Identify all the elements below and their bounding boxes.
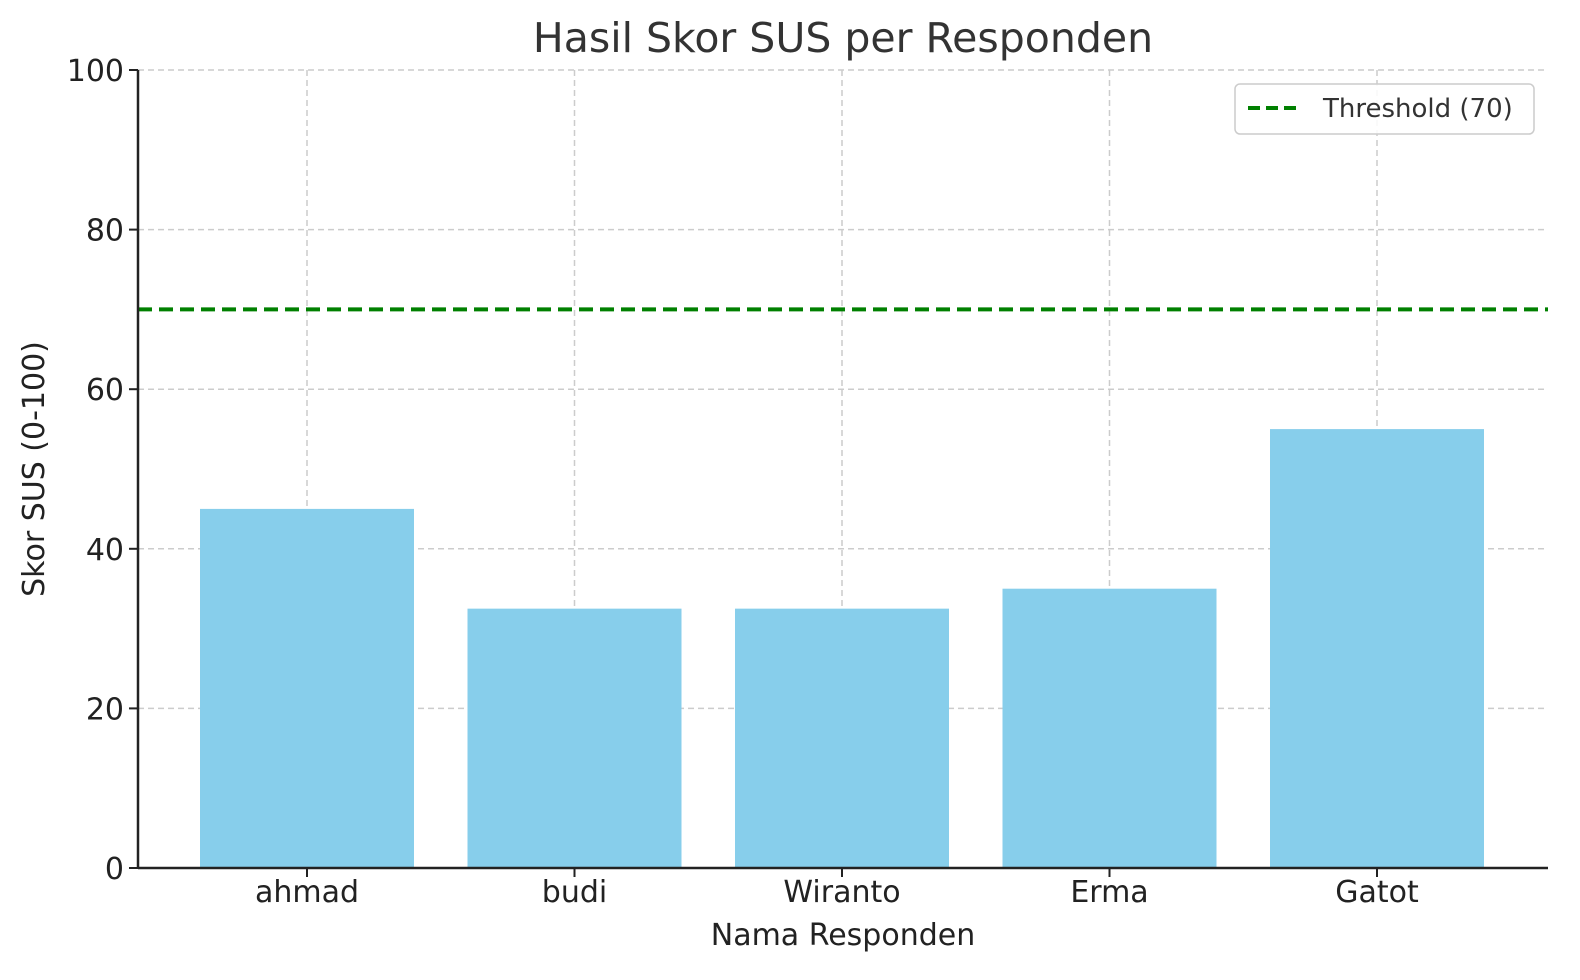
y-axis-label: Skor SUS (0-100): [17, 341, 52, 597]
y-tick-label: 0: [105, 852, 124, 887]
x-tick-label: Erma: [1070, 875, 1148, 910]
y-tick-label: 80: [86, 214, 124, 249]
legend-box: [1234, 83, 1535, 135]
bar: [735, 608, 949, 868]
x-tick-label: Wiranto: [783, 875, 900, 910]
bar-layer: [200, 429, 1484, 868]
y-tick-label: 100: [67, 54, 124, 89]
legend: Threshold (70): [1234, 83, 1535, 135]
chart-title: Hasil Skor SUS per Responden: [533, 14, 1153, 62]
x-tick-layer: ahmad budi Wiranto Erma Gatot: [255, 868, 1419, 910]
y-tick-layer: 0 20 40 60 80 100: [67, 54, 138, 887]
x-axis-label: Nama Responden: [711, 918, 975, 953]
bar: [1270, 429, 1484, 868]
y-tick-label: 20: [86, 692, 124, 727]
bar: [1002, 588, 1217, 868]
y-tick-label: 40: [86, 533, 124, 568]
bar: [467, 608, 682, 868]
x-tick-label: ahmad: [255, 875, 359, 910]
y-tick-label: 60: [86, 373, 124, 408]
legend-threshold-label: Threshold (70): [1322, 94, 1513, 124]
x-tick-label: budi: [542, 875, 607, 910]
bar: [200, 508, 414, 868]
x-tick-label: Gatot: [1335, 875, 1419, 910]
